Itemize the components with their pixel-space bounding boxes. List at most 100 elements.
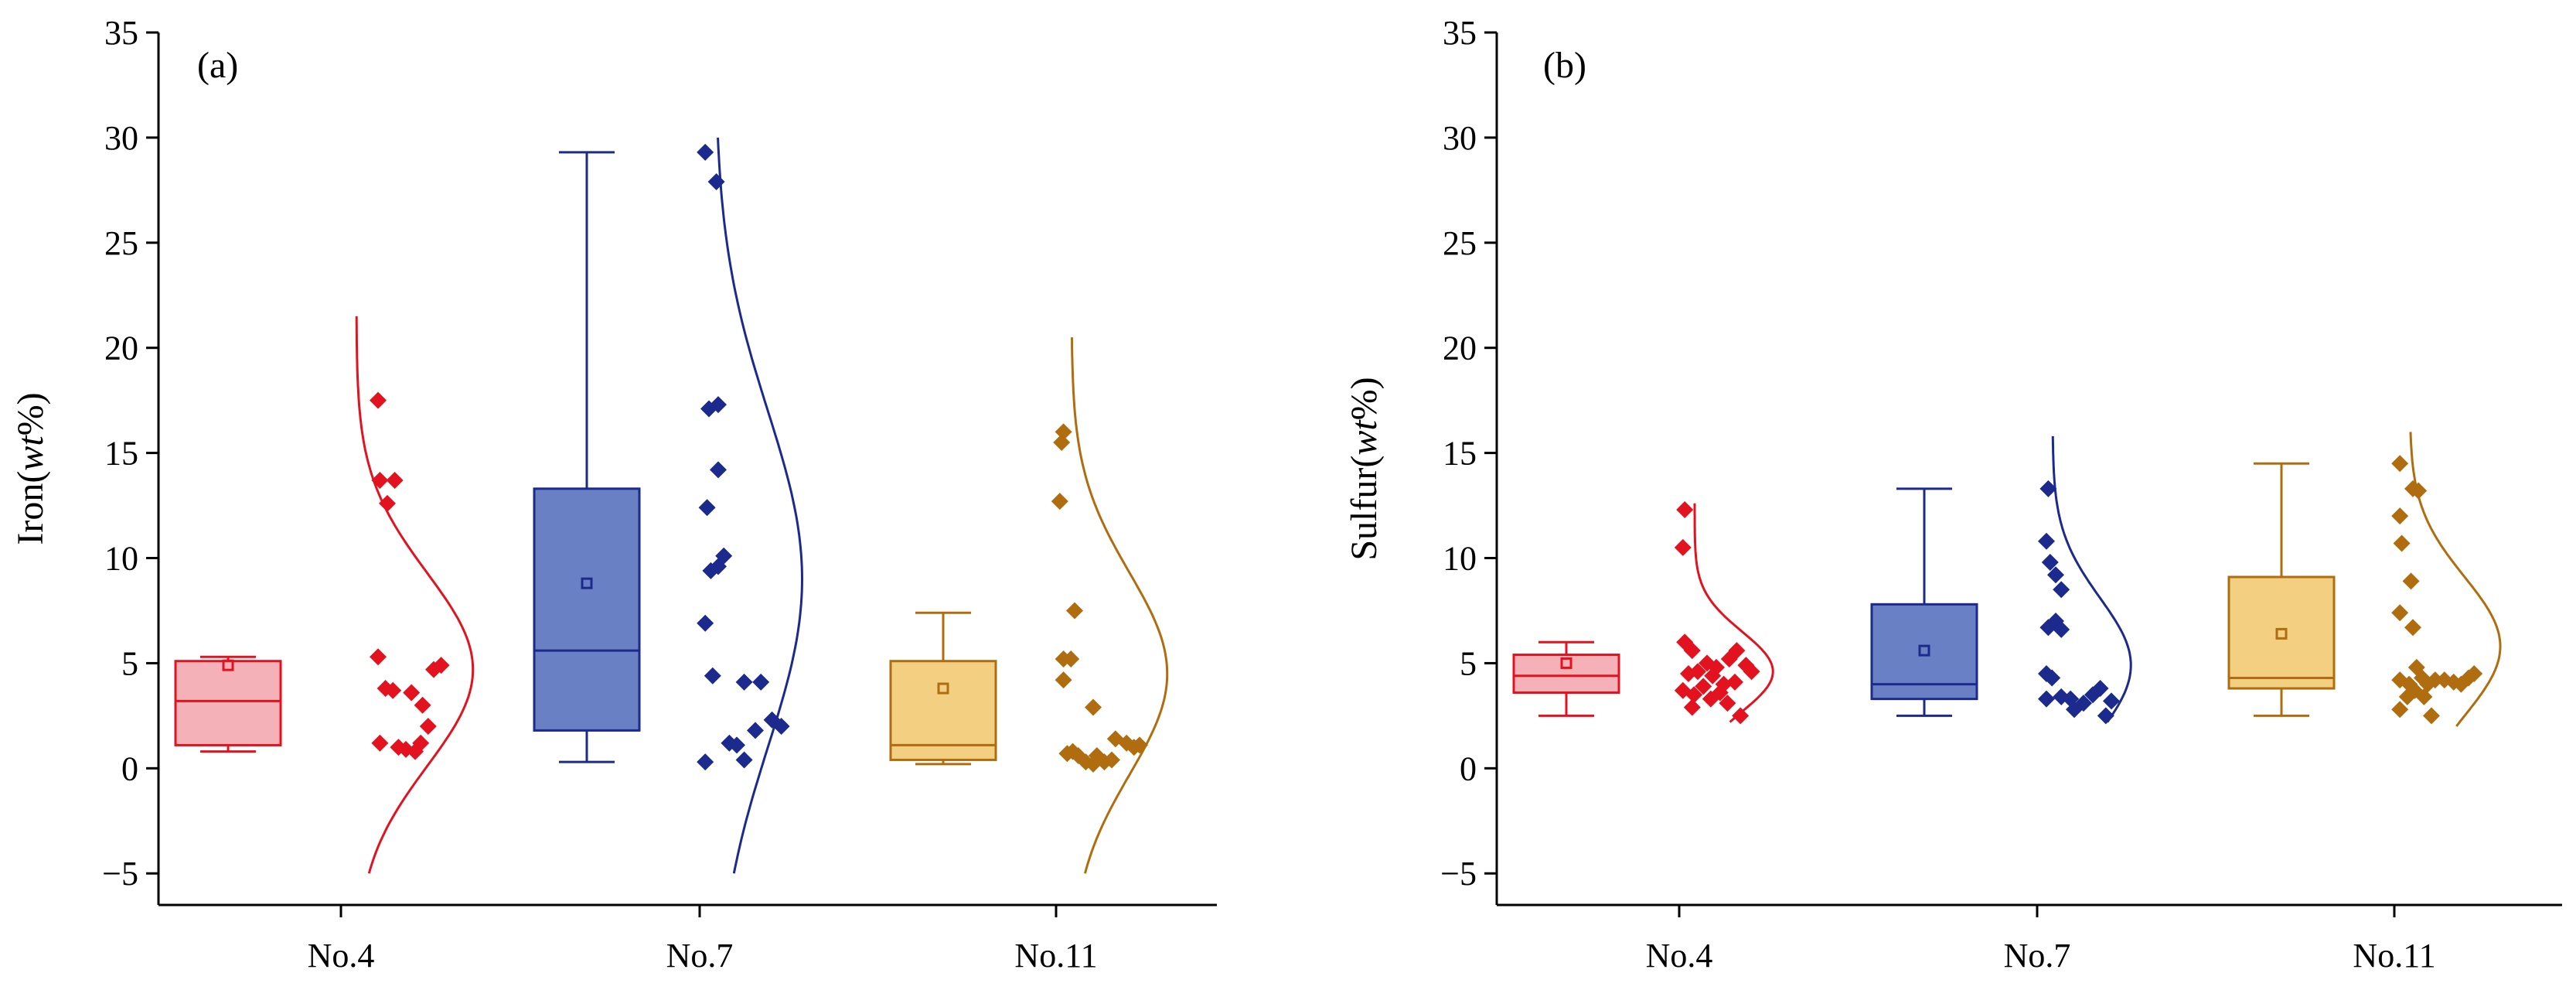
data-point	[2038, 690, 2055, 708]
data-point	[384, 681, 402, 699]
x-tick-label: No.4	[1646, 937, 1713, 975]
distribution-curve	[355, 316, 475, 874]
y-tick-label: 30	[104, 119, 138, 157]
data-point	[697, 753, 714, 771]
data-point	[2075, 695, 2092, 712]
data-point	[2465, 665, 2483, 683]
data-point	[1055, 671, 1072, 689]
data-point	[2091, 680, 2109, 698]
data-point	[370, 391, 387, 409]
data-point	[2391, 604, 2409, 622]
y-tick-label: 5	[121, 644, 138, 682]
y-axis-title-main: Iron(	[10, 471, 51, 545]
data-point	[379, 494, 396, 512]
data-point	[710, 461, 727, 479]
y-tick-label: 5	[1460, 644, 1477, 682]
y-tick-label: 35	[1443, 14, 1477, 52]
data-point	[710, 396, 727, 414]
data-point	[2038, 532, 2055, 550]
y-tick-label: 10	[1443, 540, 1477, 578]
data-point	[2053, 620, 2070, 638]
group-no4	[174, 316, 475, 874]
distribution-curve	[1693, 503, 1774, 723]
mean-marker	[1560, 657, 1573, 669]
data-point	[2039, 480, 2057, 497]
mean-marker	[581, 577, 593, 589]
data-point	[414, 696, 431, 714]
data-point	[432, 657, 450, 674]
distribution-curve	[1071, 337, 1169, 874]
data-point	[702, 562, 720, 579]
data-point	[2391, 701, 2409, 719]
panel-a-iron: −5 0 5 10 15 20 25 30 35 Iron(wt%) (a) No.4 No.7 No.1…	[10, 14, 1217, 975]
data-point	[2047, 566, 2064, 584]
y-tick-label: 15	[104, 435, 138, 473]
y-tick-label: 25	[104, 224, 138, 262]
distribution-curve	[717, 137, 804, 874]
data-point	[1053, 434, 1071, 452]
y-axis-title: Iron(wt%)	[10, 392, 51, 545]
panel-label: (a)	[197, 45, 238, 86]
data-point	[2410, 482, 2428, 500]
y-tick-label: 35	[104, 14, 138, 52]
data-point	[1051, 493, 1068, 510]
y-tick-label: −5	[1440, 855, 1477, 893]
y-axis-title-italic: wt	[1344, 419, 1385, 456]
y-tick-label: 20	[1443, 329, 1477, 367]
mean-marker	[2275, 627, 2288, 640]
y-tick-label: −5	[102, 855, 138, 893]
y-tick-label: 0	[121, 749, 138, 787]
data-point	[1683, 698, 1701, 716]
data-point	[1689, 663, 1706, 681]
distribution-curve	[2051, 435, 2132, 723]
y-tick-label: 15	[1443, 435, 1477, 473]
y-tick-label: 25	[1443, 224, 1477, 262]
data-point	[407, 743, 424, 760]
data-point	[1064, 743, 1082, 760]
x-tick-label: No.11	[1014, 937, 1097, 975]
data-point	[2426, 671, 2444, 689]
data-point	[2423, 707, 2440, 725]
panel-b-sulfur: −5 0 5 10 15 20 25 30 35 Sulfur(wt%) (b) No.4 No.7 No…	[1344, 14, 2562, 975]
y-tick-label: 10	[104, 540, 138, 578]
data-point	[1732, 707, 1750, 725]
data-point	[697, 143, 714, 161]
box-iqr	[1512, 654, 1620, 694]
data-point	[2393, 534, 2411, 552]
x-tick-label: No.7	[2004, 937, 2071, 975]
data-point	[2402, 572, 2420, 590]
y-axis-title-main: Sulfur(	[1344, 456, 1385, 561]
box-iqr	[2227, 575, 2336, 690]
group-no11	[889, 337, 1169, 874]
data-point	[1711, 684, 1729, 702]
mean-marker	[937, 682, 949, 695]
x-tick-label: No.7	[666, 937, 734, 975]
group-no11	[2227, 432, 2502, 727]
y-tick-label: 20	[104, 329, 138, 367]
data-point	[2391, 455, 2409, 473]
data-point	[707, 172, 725, 190]
box-iqr	[533, 487, 641, 732]
data-point	[1683, 642, 1701, 660]
data-point	[2391, 507, 2409, 525]
data-point	[2103, 692, 2120, 710]
mean-marker	[1918, 644, 1930, 657]
data-point	[2053, 581, 2070, 599]
data-point	[2039, 619, 2057, 637]
x-tick-label: No.4	[308, 937, 375, 975]
data-point	[1055, 423, 1072, 441]
y-axis-title-tail: %)	[10, 392, 51, 435]
data-point	[1685, 686, 1703, 704]
y-axis-title-italic: wt	[10, 435, 51, 471]
data-point	[1728, 642, 1746, 660]
data-point	[1695, 678, 1712, 695]
panel-label: (b)	[1543, 45, 1586, 86]
x-tick-label: No.11	[2353, 937, 2435, 975]
data-point	[1085, 755, 1102, 773]
data-point	[1708, 658, 1725, 676]
box-iqr	[889, 660, 997, 761]
data-point	[704, 667, 721, 685]
data-point	[403, 684, 421, 702]
data-point	[747, 722, 764, 739]
